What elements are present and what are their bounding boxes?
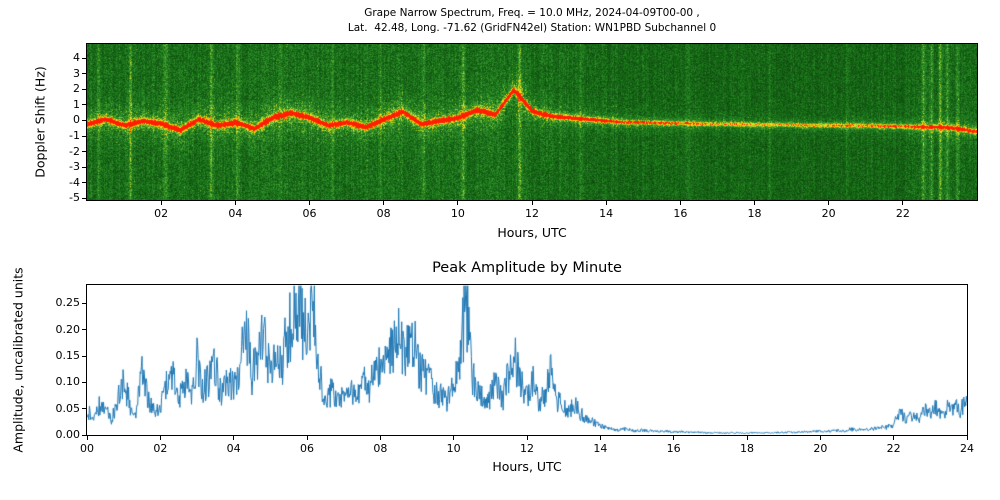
y-tick-label: 0 — [73, 113, 80, 127]
x-tick-label: 10 — [446, 442, 461, 455]
amplitude-x-axis-label: Hours, UTC — [492, 459, 562, 474]
y-tick-label: 0.15 — [55, 349, 81, 363]
x-tick-label: 16 — [673, 207, 688, 220]
y-tick-mark — [82, 381, 86, 383]
x-tick-mark — [679, 201, 681, 205]
y-tick-mark — [82, 329, 86, 331]
x-tick-mark — [966, 436, 968, 440]
spectrogram-canvas — [87, 44, 977, 200]
x-tick-label: 10 — [450, 207, 465, 220]
y-tick-label: 4 — [73, 51, 80, 65]
x-tick-label: 08 — [373, 442, 388, 455]
y-tick-mark — [82, 434, 86, 436]
y-tick-label: 0.00 — [55, 428, 81, 441]
x-tick-mark — [86, 436, 88, 440]
y-tick-label: -3 — [69, 160, 80, 174]
x-tick-mark — [160, 201, 162, 205]
x-tick-label: 12 — [525, 207, 539, 220]
amplitude-plot-area — [86, 284, 968, 436]
y-tick-label: -2 — [69, 144, 80, 158]
x-tick-mark — [383, 201, 385, 205]
x-tick-label: 16 — [666, 442, 681, 455]
x-tick-label: 02 — [153, 442, 168, 455]
x-tick-mark — [605, 201, 607, 205]
x-tick-label: 14 — [599, 207, 614, 220]
x-tick-mark — [234, 201, 236, 205]
x-tick-mark — [819, 436, 821, 440]
spectrogram-plot-area — [86, 43, 978, 201]
x-tick-mark — [531, 201, 533, 205]
amplitude-chart-title: Peak Amplitude by Minute — [432, 260, 622, 276]
y-tick-mark — [82, 355, 86, 357]
y-tick-mark — [82, 88, 86, 90]
x-tick-label: 20 — [821, 207, 836, 220]
x-tick-label: 18 — [740, 442, 754, 455]
x-tick-mark — [902, 201, 904, 205]
x-tick-mark — [526, 436, 528, 440]
x-tick-mark — [379, 436, 381, 440]
spectrogram-x-axis-label: Hours, UTC — [497, 225, 567, 240]
x-tick-mark — [309, 201, 310, 205]
y-tick-mark — [82, 119, 86, 121]
y-tick-mark — [82, 302, 86, 304]
x-tick-mark — [828, 201, 830, 205]
x-tick-label: 14 — [593, 442, 608, 455]
y-tick-label: 0.05 — [55, 401, 81, 415]
x-tick-label: 18 — [747, 207, 762, 220]
y-tick-label: 3 — [73, 66, 80, 80]
y-tick-mark — [82, 197, 86, 199]
y-tick-mark — [82, 57, 86, 59]
amplitude-y-axis-label: Amplitude, uncalibrated units — [10, 267, 26, 453]
x-tick-label: 04 — [228, 207, 243, 220]
x-tick-mark — [893, 436, 895, 440]
y-tick-mark — [82, 408, 86, 410]
x-tick-label: 00 — [80, 442, 94, 455]
x-tick-mark — [754, 201, 755, 205]
y-tick-mark — [82, 104, 86, 106]
spectrogram-y-axis-label: Doppler Shift (Hz) — [32, 66, 48, 178]
x-tick-label: 06 — [300, 442, 314, 455]
x-tick-mark — [306, 436, 308, 440]
spectrogram-title-line1: Grape Narrow Spectrum, Freq. = 10.0 MHz,… — [364, 7, 700, 19]
y-tick-mark — [82, 166, 86, 168]
y-tick-mark — [82, 151, 86, 153]
x-tick-mark — [457, 201, 459, 205]
x-tick-mark — [233, 436, 235, 440]
y-tick-label: -4 — [69, 175, 80, 189]
x-tick-label: 24 — [960, 442, 974, 455]
x-tick-label: 12 — [520, 442, 534, 455]
y-tick-label: 0.25 — [55, 296, 81, 310]
y-tick-label: 1 — [73, 97, 80, 111]
x-tick-label: 04 — [226, 442, 241, 455]
x-tick-mark — [453, 436, 455, 440]
x-tick-label: 02 — [154, 207, 169, 220]
y-tick-mark — [82, 135, 86, 137]
amplitude-line-canvas — [87, 285, 967, 435]
y-tick-mark — [82, 182, 86, 184]
x-tick-label: 20 — [813, 442, 828, 455]
y-tick-label: -1 — [69, 129, 80, 143]
x-tick-mark — [599, 436, 601, 440]
x-tick-label: 22 — [886, 442, 901, 455]
x-tick-label: 08 — [376, 207, 391, 220]
x-tick-mark — [159, 436, 161, 440]
x-tick-label: 06 — [302, 207, 317, 220]
spectrogram-title-line2: Lat. 42.48, Long. -71.62 (GridFN42el) St… — [347, 22, 717, 34]
y-tick-mark — [82, 73, 86, 75]
x-tick-label: 22 — [895, 207, 910, 220]
y-tick-label: 0.10 — [55, 375, 81, 389]
x-tick-mark — [746, 436, 748, 440]
y-tick-label: 2 — [73, 82, 80, 96]
x-tick-mark — [673, 436, 675, 440]
y-tick-label: 0.20 — [55, 322, 81, 336]
y-tick-label: -5 — [69, 191, 80, 205]
